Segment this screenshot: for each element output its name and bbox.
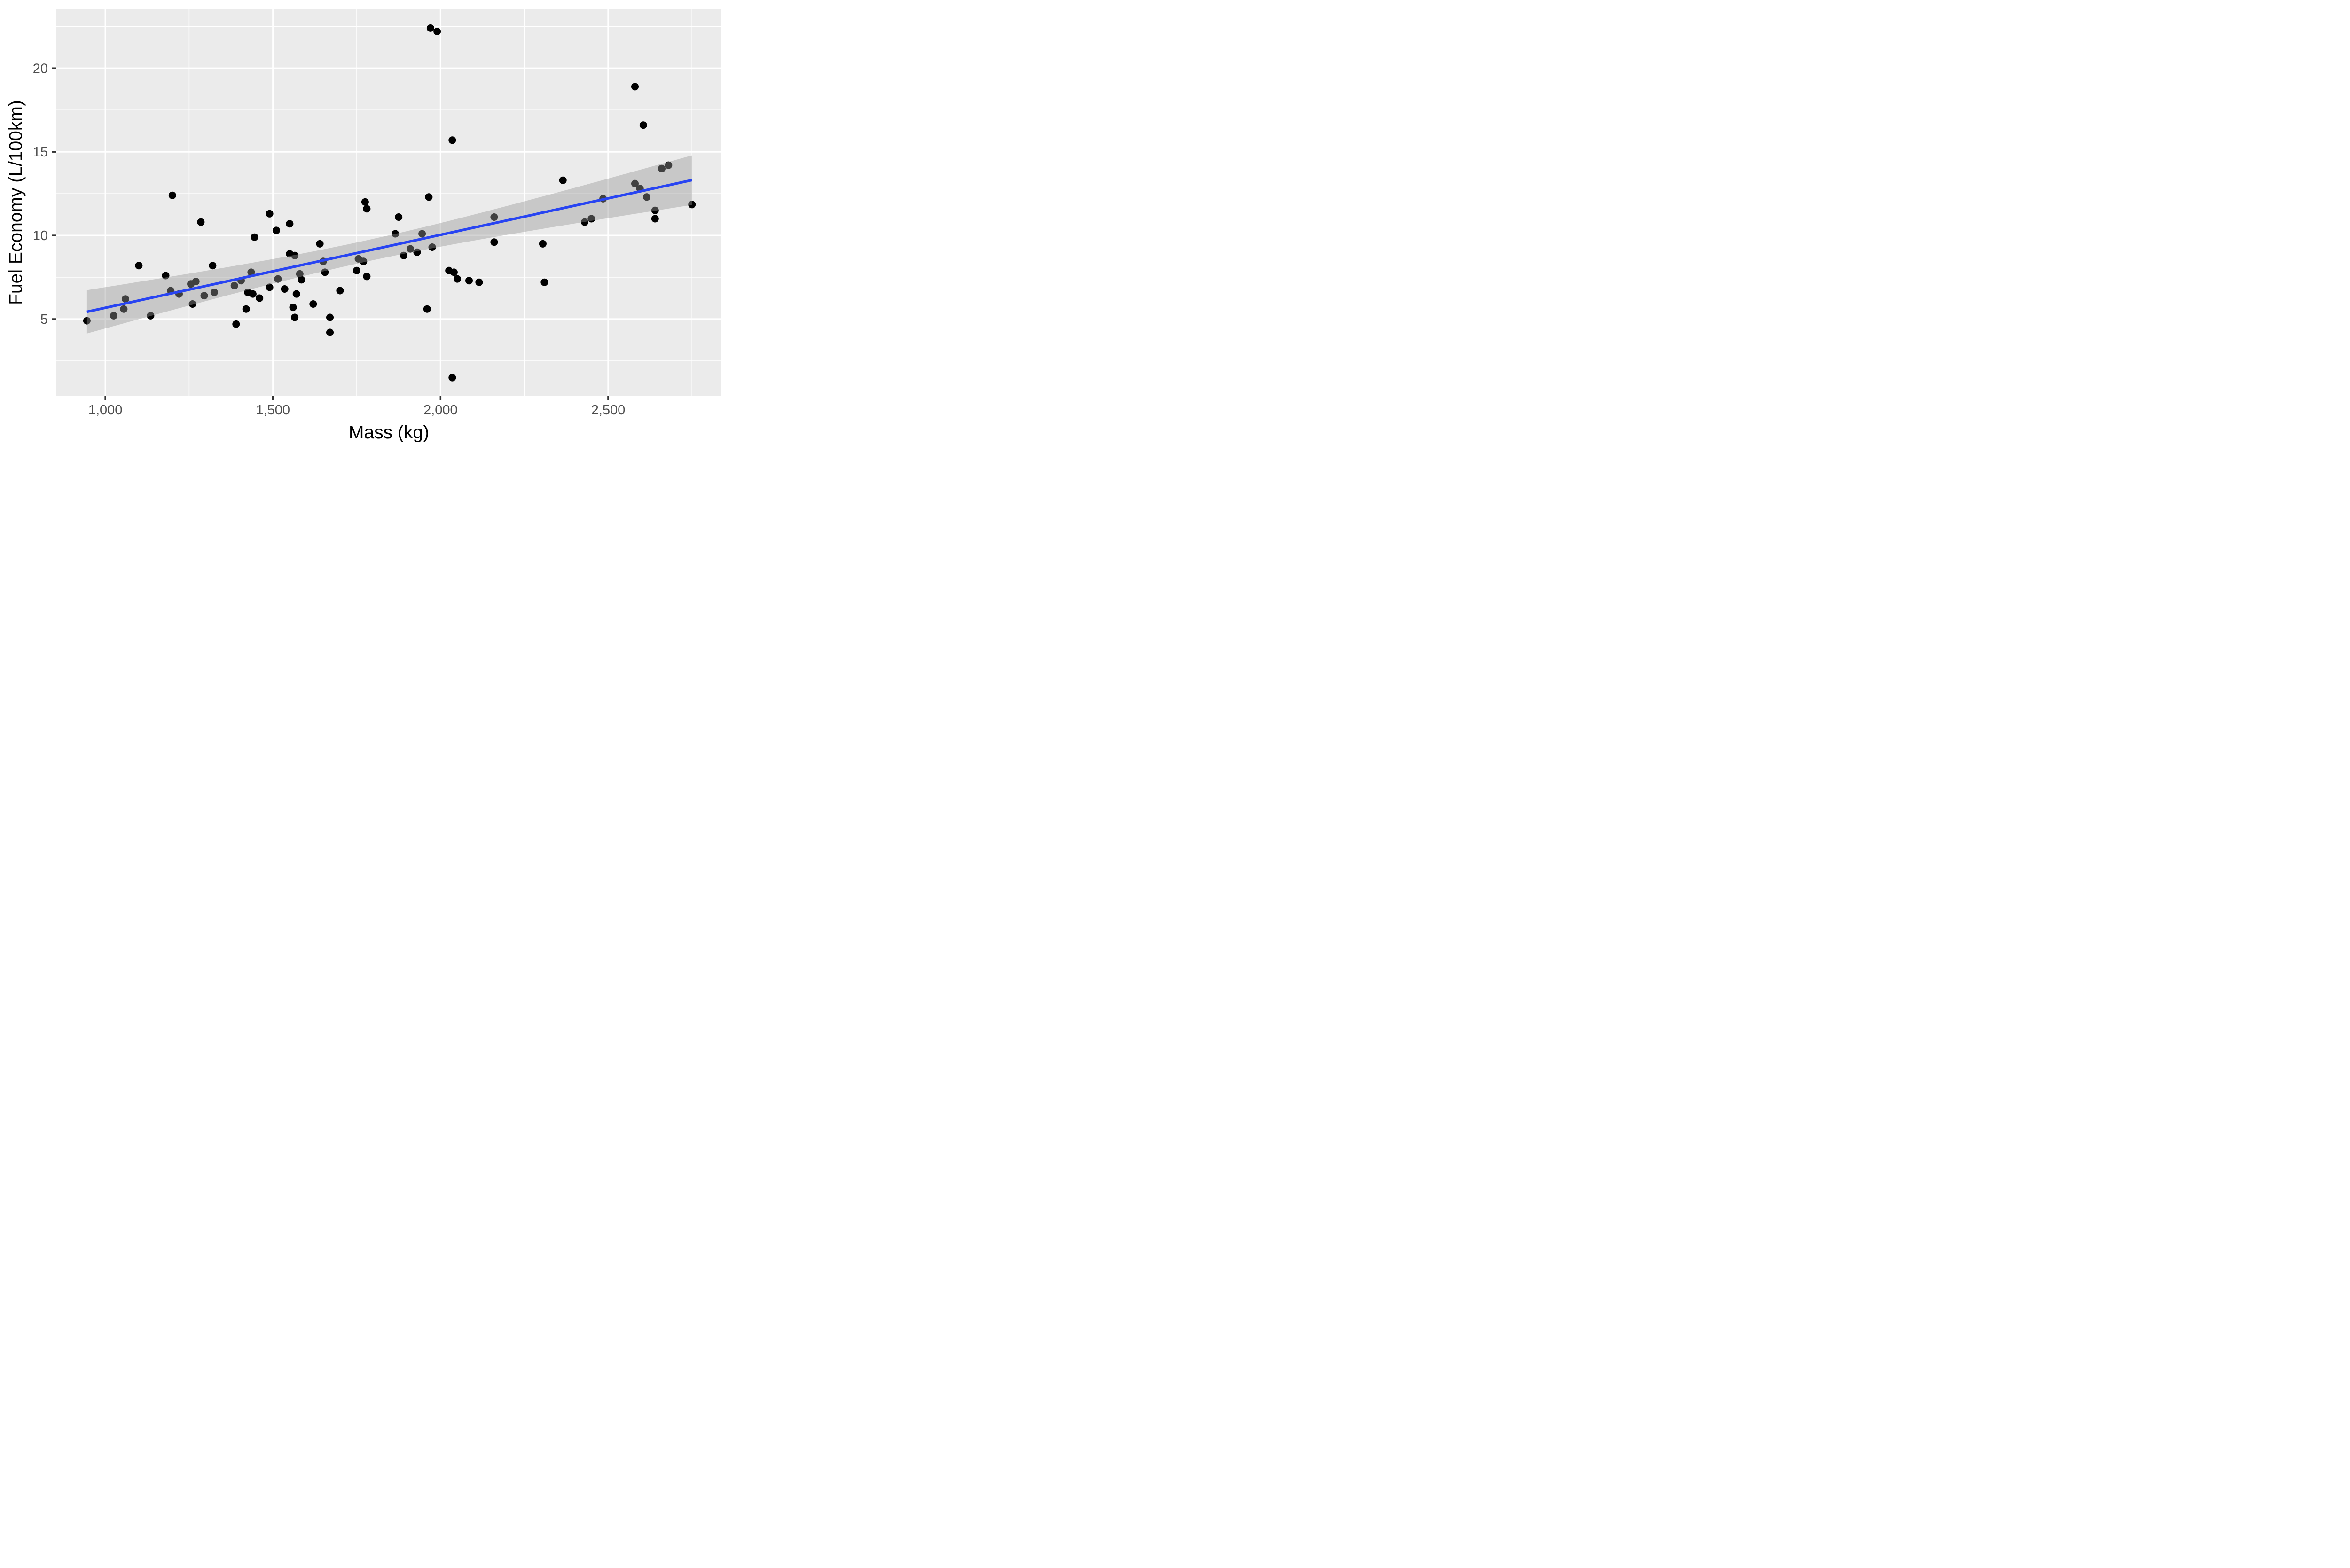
data-point: [465, 277, 473, 285]
data-point: [291, 251, 299, 259]
data-point: [426, 24, 434, 32]
data-point: [450, 268, 458, 276]
gridlines-major: [56, 9, 721, 396]
data-point: [292, 290, 300, 298]
data-point: [353, 266, 360, 274]
data-point: [631, 179, 639, 187]
data-point: [188, 300, 196, 308]
data-point: [433, 28, 441, 35]
data-point: [428, 243, 436, 251]
data-point: [490, 238, 498, 246]
data-point: [454, 275, 461, 283]
data-point: [400, 251, 407, 259]
y-tick-label: 15: [33, 145, 48, 160]
data-point: [291, 313, 299, 321]
x-tick-label: 2,000: [423, 403, 458, 418]
data-point: [665, 161, 673, 169]
data-point: [423, 305, 431, 313]
axis-tick-labels: 1,000 1,500 2,000 2,500 5 10 15 20: [33, 61, 625, 418]
data-point: [651, 215, 659, 223]
data-point: [418, 230, 426, 238]
y-tick-label: 20: [33, 61, 48, 76]
data-point: [643, 193, 650, 201]
y-tick-label: 10: [33, 228, 48, 243]
data-point: [147, 312, 155, 320]
data-point: [121, 295, 129, 303]
data-point: [135, 262, 143, 270]
data-point: [688, 201, 696, 209]
data-point: [210, 289, 218, 296]
regression-line: [86, 179, 692, 313]
y-tick-label: 5: [40, 312, 48, 327]
data-point: [274, 275, 282, 283]
data-point: [448, 374, 456, 382]
data-point: [392, 230, 400, 238]
data-point: [581, 218, 588, 226]
data-point: [309, 300, 317, 308]
y-axis-title: Fuel Economy (L/100km): [6, 100, 26, 305]
data-point: [286, 220, 294, 228]
data-point: [256, 294, 264, 302]
data-point: [540, 278, 548, 286]
data-point: [639, 121, 647, 129]
x-tick-label: 2,500: [591, 403, 626, 418]
data-point: [363, 273, 371, 281]
data-point: [272, 226, 280, 234]
data-point: [266, 283, 274, 291]
data-point: [120, 305, 128, 313]
data-point: [336, 287, 344, 295]
plot-figure: 1,000 1,500 2,000 2,500 5 10 15 20 Mass (kg) Fu…: [0, 0, 726, 449]
data-point: [247, 268, 255, 276]
data-point: [316, 240, 324, 248]
data-point: [298, 276, 306, 284]
data-point: [651, 206, 659, 214]
data-point: [490, 213, 498, 221]
data-point: [631, 83, 639, 91]
data-point: [281, 285, 289, 293]
data-point: [168, 191, 176, 199]
data-point: [361, 198, 369, 206]
data-point: [413, 248, 421, 256]
data-point: [407, 245, 415, 253]
data-point: [251, 233, 258, 241]
data-point: [266, 210, 274, 218]
x-axis-title: Mass (kg): [348, 422, 430, 443]
data-point: [200, 292, 208, 300]
data-point: [110, 312, 118, 320]
data-point: [363, 205, 371, 213]
x-tick-label: 1,500: [256, 403, 290, 418]
data-point: [360, 257, 368, 265]
data-point: [425, 193, 433, 201]
data-point: [192, 278, 200, 285]
confidence-band: [86, 155, 692, 334]
data-point: [326, 328, 334, 336]
data-point: [296, 270, 304, 278]
data-point: [448, 136, 456, 144]
x-tick-label: 1,000: [88, 403, 123, 418]
data-point: [209, 262, 217, 270]
data-point: [588, 215, 595, 223]
gridlines-minor: [56, 9, 721, 396]
data-point: [326, 313, 334, 321]
data-point: [539, 240, 547, 248]
panel-background: [56, 9, 721, 396]
data-point: [249, 290, 257, 298]
data-point: [321, 268, 329, 276]
data-point: [232, 320, 240, 328]
data-point: [658, 164, 666, 172]
data-point: [197, 218, 205, 226]
data-point: [230, 281, 238, 289]
data-point: [162, 272, 170, 280]
data-point: [475, 278, 483, 286]
data-point: [83, 317, 91, 325]
data-point: [289, 304, 297, 312]
data-point: [242, 305, 250, 313]
axis-tick-marks: [52, 67, 609, 400]
data-point: [395, 213, 403, 221]
scatter-plot-canvas: 1,000 1,500 2,000 2,500 5 10 15 20: [33, 9, 721, 418]
data-point: [559, 176, 567, 184]
